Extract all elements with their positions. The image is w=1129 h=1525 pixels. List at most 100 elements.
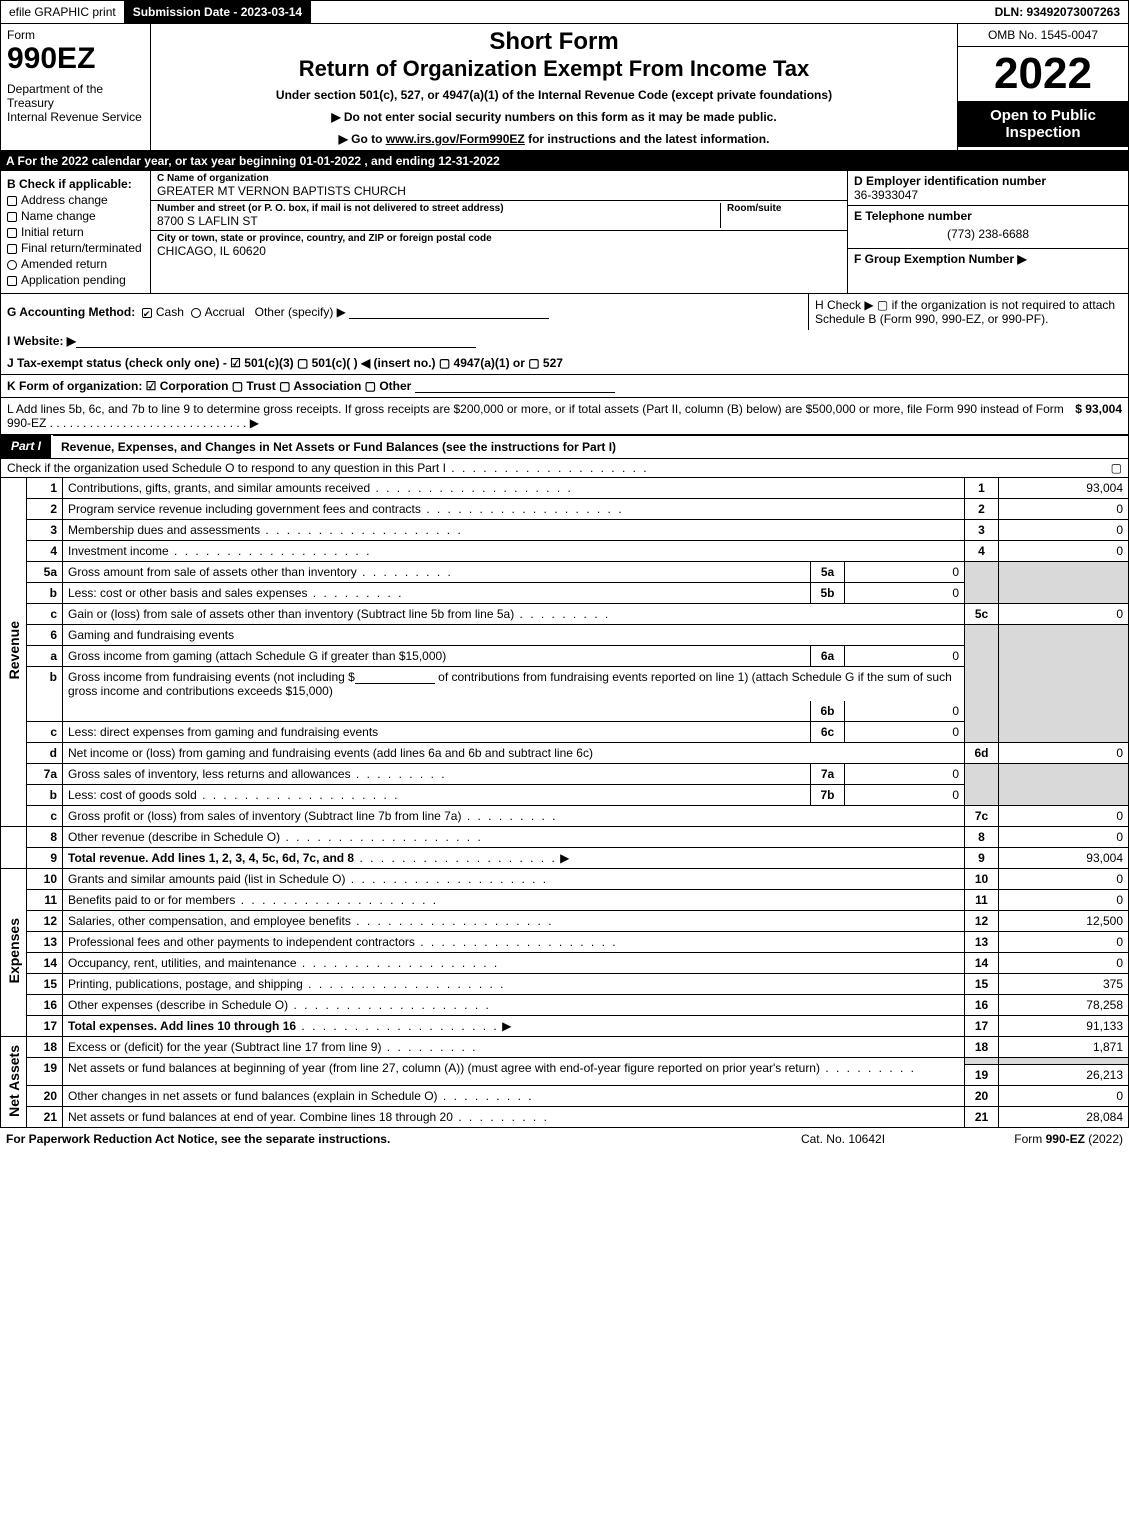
l-amount: $ 93,004 [1065,402,1122,416]
line-5c-n: c [27,604,63,625]
topbar: efile GRAPHIC print Submission Date - 20… [0,0,1129,24]
k-other-line [415,379,615,393]
line-21-num: 21 [965,1107,999,1128]
line-21-amt: 28,084 [999,1107,1129,1128]
line-6b-n: b [27,667,63,722]
grey-6-amt [999,625,1129,743]
part-i-label: Part I [1,435,53,458]
line-16-desc: Other expenses (describe in Schedule O) [63,995,965,1016]
grey-19-amt [999,1058,1129,1065]
irs-link[interactable]: www.irs.gov/Form990EZ [386,132,525,146]
line-8-n: 8 [27,827,63,848]
g-cash[interactable]: Cash [139,305,184,319]
note-link: ▶ Go to www.irs.gov/Form990EZ for instru… [159,132,949,146]
line-15-num: 15 [965,974,999,995]
ein: 36-3933047 [854,188,1122,202]
line-9-desc: Total revenue. Add lines 1, 2, 3, 4, 5c,… [63,848,965,869]
chk-application-pending[interactable]: Application pending [7,273,144,287]
group-exemption-cell: F Group Exemption Number ▶ [848,249,1128,269]
line-18-amt: 1,871 [999,1037,1129,1058]
line-18-num: 18 [965,1037,999,1058]
j-text: J Tax-exempt status (check only one) - ☑… [7,356,563,370]
grey-5-amt [999,562,1129,604]
line-6a-val: 0 [845,646,965,667]
line-11-num: 11 [965,890,999,911]
title-return: Return of Organization Exempt From Incom… [159,56,949,82]
g-accrual[interactable]: Accrual [187,305,244,319]
line-21-n: 21 [27,1107,63,1128]
line-5c-amt: 0 [999,604,1129,625]
form-word: Form [7,28,144,42]
chk-amended-return[interactable]: Amended return [7,257,144,271]
line-6c-desc: Less: direct expenses from gaming and fu… [63,722,811,743]
line-20-amt: 0 [999,1086,1129,1107]
chk-initial-return[interactable]: Initial return [7,225,144,239]
line-11-n: 11 [27,890,63,911]
header-left: Form 990EZ Department of the Treasury In… [1,24,151,150]
line-6a-box: 6a [811,646,845,667]
part-i-header: Part I Revenue, Expenses, and Changes in… [0,435,1129,459]
line-1-amt: 93,004 [999,478,1129,499]
row-a-taxyear: A For the 2022 calendar year, or tax yea… [0,151,1129,171]
row-i: I Website: ▶ [1,330,1128,352]
g-other[interactable]: Other (specify) ▶ [248,305,346,319]
col-def: D Employer identification number 36-3933… [848,171,1128,293]
row-l: L Add lines 5b, 6c, and 7b to line 9 to … [0,398,1129,435]
line-20-n: 20 [27,1086,63,1107]
line-8-num: 8 [965,827,999,848]
ein-cell: D Employer identification number 36-3933… [848,171,1128,206]
efile-label[interactable]: efile GRAPHIC print [1,1,125,23]
line-1-desc: Contributions, gifts, grants, and simila… [63,478,965,499]
line-17-num: 17 [965,1016,999,1037]
line-3-n: 3 [27,520,63,541]
chk-address-change[interactable]: Address change [7,193,144,207]
line-5a-box: 5a [811,562,845,583]
chk-name-change[interactable]: Name change [7,209,144,223]
part-i-sub: Check if the organization used Schedule … [0,459,1129,478]
line-19-amt: 26,213 [999,1065,1129,1086]
line-9-amt: 93,004 [999,848,1129,869]
part-i-sub-box[interactable]: ▢ [1092,461,1122,475]
line-16-amt: 78,258 [999,995,1129,1016]
grey-5 [965,562,999,604]
line-7c-amt: 0 [999,806,1129,827]
line-6a-n: a [27,646,63,667]
footer: For Paperwork Reduction Act Notice, see … [0,1128,1129,1150]
line-2-n: 2 [27,499,63,520]
line-5b-val: 0 [845,583,965,604]
k-text: K Form of organization: ☑ Corporation ▢ … [7,379,411,393]
line-5b-box: 5b [811,583,845,604]
revenue-rotated: Revenue [1,478,27,827]
line-10-n: 10 [27,869,63,890]
part-i-sub-text: Check if the organization used Schedule … [7,461,1092,475]
line-7a-box: 7a [811,764,845,785]
chk-final-return[interactable]: Final return/terminated [7,241,144,255]
grey-6 [965,625,999,743]
line-11-desc: Benefits paid to or for members [63,890,965,911]
line-6a-desc: Gross income from gaming (attach Schedul… [63,646,811,667]
line-1-n: 1 [27,478,63,499]
line-6-desc: Gaming and fundraising events [63,625,965,646]
g-other-line [349,305,549,319]
line-2-amt: 0 [999,499,1129,520]
row-k: K Form of organization: ☑ Corporation ▢ … [0,375,1129,398]
header-center: Short Form Return of Organization Exempt… [151,24,958,150]
g-label: G Accounting Method: [7,305,135,319]
line-3-desc: Membership dues and assessments [63,520,965,541]
website-line [76,334,476,348]
form-number: 990EZ [7,42,144,76]
street: 8700 S LAFLIN ST [157,214,714,228]
row-h: H Check ▶ ▢ if the organization is not r… [808,294,1128,330]
line-7a-n: 7a [27,764,63,785]
group-exemption-label: F Group Exemption Number ▶ [854,252,1027,266]
line-6c-n: c [27,722,63,743]
line-17-desc: Total expenses. Add lines 10 through 16 [63,1016,965,1037]
line-13-num: 13 [965,932,999,953]
line-6d-num: 6d [965,743,999,764]
subtitle: Under section 501(c), 527, or 4947(a)(1)… [159,88,949,102]
line-16-num: 16 [965,995,999,1016]
ein-label: D Employer identification number [854,174,1122,188]
col-b: B Check if applicable: Address change Na… [1,171,151,293]
netassets-rotated: Net Assets [1,1037,27,1128]
line-12-n: 12 [27,911,63,932]
